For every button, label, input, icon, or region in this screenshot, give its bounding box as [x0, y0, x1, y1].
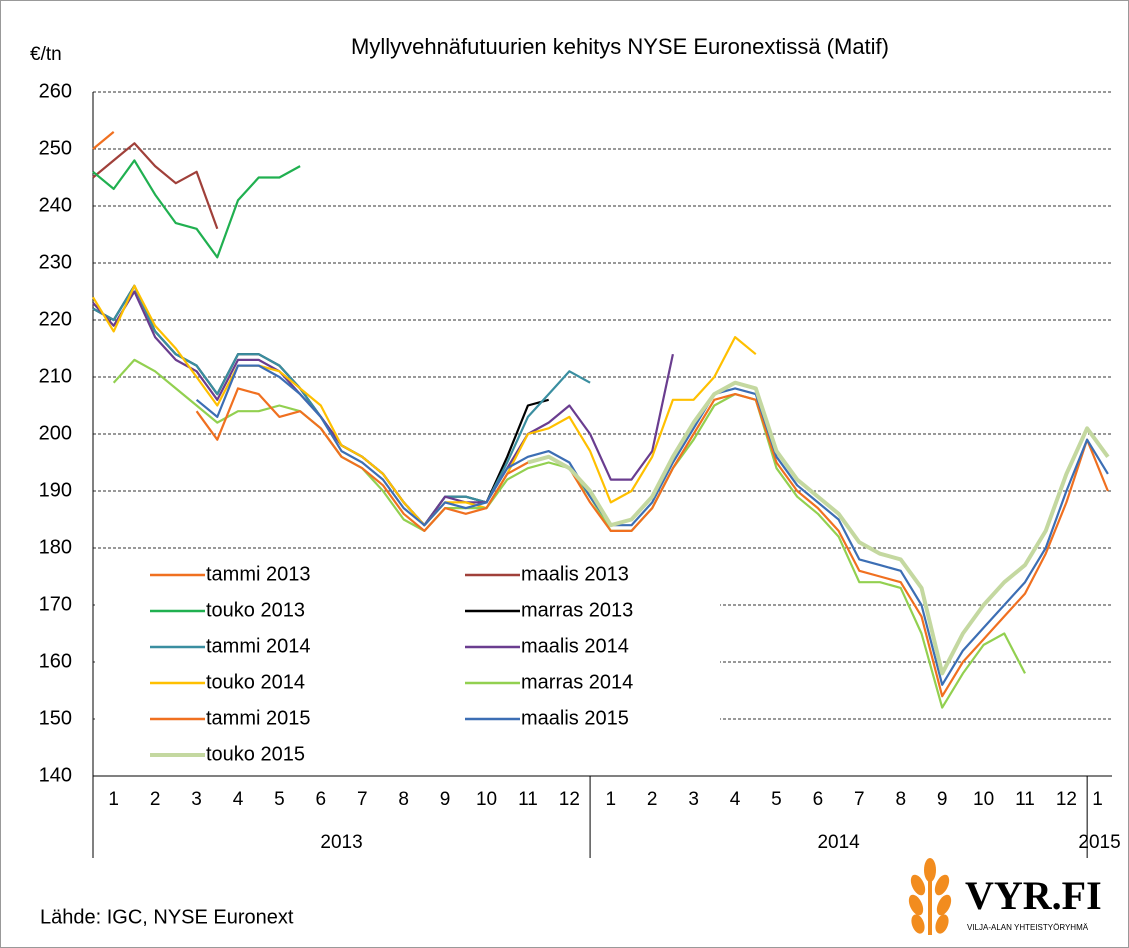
y-tick-label: 170: [39, 593, 72, 615]
x-tick-label: 11: [518, 789, 538, 810]
x-tick-label: 10: [476, 789, 497, 810]
logo-icon: [908, 858, 952, 935]
x-tick-label: 10: [973, 789, 994, 810]
y-tick-label: 150: [39, 707, 72, 729]
series-line: [92, 142, 219, 230]
series-line: [92, 159, 301, 259]
x-tick-label: 1: [1092, 789, 1103, 810]
logo-text: VYR.FI: [965, 873, 1102, 918]
chart-title: Myllyvehnäfutuurien kehitys NYSE Euronex…: [351, 34, 889, 59]
legend-label: tammi 2014: [206, 635, 311, 657]
y-tick-label: 180: [39, 536, 72, 558]
x-tick-label: 4: [730, 789, 741, 810]
x-tick-label: 7: [854, 789, 865, 810]
y-tick-label: 160: [39, 650, 72, 672]
series-line: [195, 364, 1109, 686]
series-line: [92, 131, 115, 150]
logo-subtitle: VILJA-ALAN YHTEISTYÖRYHMÄ: [967, 923, 1089, 932]
source: Lähde: IGC, NYSE Euronext: [40, 906, 294, 928]
y-tick-label: 190: [39, 479, 72, 501]
legend-label: tammi 2015: [206, 707, 311, 729]
x-tick-label: 1: [108, 789, 119, 810]
x-tick-label: 8: [398, 789, 409, 810]
x-tick-label: 9: [937, 789, 948, 810]
year-label: 2014: [817, 832, 860, 853]
x-tick-label: 12: [559, 789, 580, 810]
legend-label: maalis 2013: [521, 563, 629, 585]
legend-label: marras 2013: [521, 599, 633, 621]
legend-label: marras 2014: [521, 671, 633, 693]
x-tick-label: 12: [1056, 789, 1077, 810]
series-line: [527, 380, 1110, 676]
x-tick-label: 4: [233, 789, 244, 810]
y-tick-label: 200: [39, 422, 72, 444]
year-label: 2013: [320, 832, 362, 853]
y-axis-label: €/tn: [30, 44, 62, 65]
legend-box: [95, 556, 720, 772]
legend-label: touko 2015: [206, 743, 305, 765]
y-tick-label: 140: [39, 764, 72, 786]
y-tick-label: 230: [39, 251, 72, 273]
x-tick-label: 1: [605, 789, 616, 810]
y-tick-label: 240: [39, 194, 72, 216]
x-tick-label: 3: [191, 789, 202, 810]
y-tick-label: 210: [39, 365, 72, 387]
x-tick-label: 11: [1015, 789, 1035, 810]
x-tick-label: 9: [440, 789, 451, 810]
year-label: 2015: [1078, 832, 1120, 853]
legend-label: tammi 2013: [206, 563, 311, 585]
y-tick-label: 250: [39, 137, 72, 159]
x-tick-label: 6: [813, 789, 824, 810]
x-tick-label: 3: [688, 789, 699, 810]
legend-label: touko 2014: [206, 671, 305, 693]
y-tick-label: 220: [39, 308, 72, 330]
y-tick-label: 260: [39, 80, 72, 102]
x-tick-label: 5: [771, 789, 782, 810]
series-line: [195, 387, 1109, 698]
x-tick-label: 2: [150, 789, 161, 810]
x-tick-label: 7: [357, 789, 368, 810]
legend-label: touko 2013: [206, 599, 305, 621]
legend-label: maalis 2015: [521, 707, 629, 729]
x-tick-label: 2: [647, 789, 658, 810]
legend-label: maalis 2014: [521, 635, 629, 657]
x-tick-label: 8: [895, 789, 906, 810]
x-tick-label: 5: [274, 789, 285, 810]
x-tick-label: 6: [316, 789, 327, 810]
